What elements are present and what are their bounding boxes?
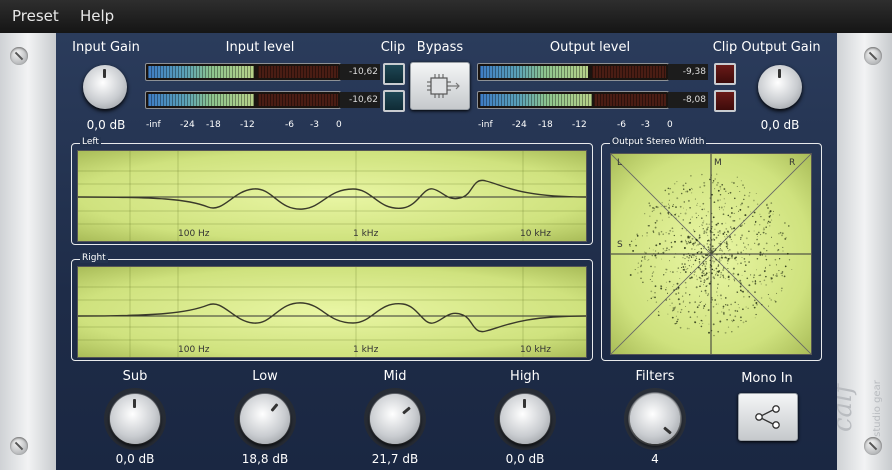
left-graph-frame: Left <box>71 137 593 245</box>
mid-value: 21,7 dB <box>371 452 419 466</box>
high-value: 0,0 dB <box>505 452 545 466</box>
scope-l: L <box>617 158 623 168</box>
input-level-label: Input level <box>225 40 295 55</box>
mid-knob[interactable] <box>370 394 420 444</box>
clip-led-output-left <box>714 63 736 85</box>
stereo-scope <box>610 153 812 355</box>
right-response-curve <box>77 267 587 357</box>
output-level-meter-left: -9,38 <box>477 63 708 81</box>
input-level-meter-left: -10,62 <box>145 63 380 81</box>
output-level-right-value: -8,08 <box>668 92 708 108</box>
input-level-right-value: -10,62 <box>340 92 380 108</box>
scope-m: M <box>714 158 722 168</box>
screw-icon <box>864 47 882 65</box>
right-graph-display: 100 Hz 1 kHz 10 kHz <box>77 266 587 358</box>
mono-in-label: Mono In <box>741 371 793 386</box>
menu-bar: Preset Help <box>0 0 892 33</box>
left-tick-100hz: 100 Hz <box>178 229 210 239</box>
high-knob[interactable] <box>500 394 550 444</box>
left-rail <box>0 33 56 470</box>
left-graph-display: 100 Hz 1 kHz 10 kHz <box>77 150 587 242</box>
right-graph-frame: Right <box>71 253 593 361</box>
output-level-meter-right: -8,08 <box>477 91 708 109</box>
input-gain-value: 0,0 dB <box>86 118 126 132</box>
left-graph-title: Left <box>80 137 101 147</box>
menu-preset[interactable]: Preset <box>12 7 59 25</box>
output-level-label: Output level <box>549 40 631 55</box>
right-tick-100hz: 100 Hz <box>178 345 210 355</box>
clip-led-input-right <box>383 90 405 112</box>
sub-value: 0,0 dB <box>115 452 155 466</box>
menu-help[interactable]: Help <box>80 7 115 25</box>
clip-input-label: Clip <box>380 40 406 55</box>
stereo-width-display: L M R S <box>610 153 812 355</box>
scope-s: S <box>617 240 623 250</box>
bypass-button[interactable] <box>410 62 470 110</box>
mono-in-button[interactable] <box>738 393 798 441</box>
left-tick-1khz: 1 kHz <box>353 229 379 239</box>
screw-icon <box>10 47 28 65</box>
input-level-meter-right: -10,62 <box>145 91 380 109</box>
stereo-width-title: Output Stereo Width <box>610 137 707 147</box>
screw-icon <box>864 437 882 455</box>
output-gain-knob[interactable] <box>758 65 802 109</box>
output-gain-value: 0,0 dB <box>760 118 800 132</box>
chip-icon <box>427 74 460 98</box>
scope-r: R <box>789 158 796 168</box>
clip-output-label: Clip <box>712 40 738 55</box>
clip-led-output-right <box>714 90 736 112</box>
right-tick-10khz: 10 kHz <box>520 345 552 355</box>
sub-knob[interactable] <box>110 394 160 444</box>
filters-knob[interactable] <box>630 394 680 444</box>
output-level-left-value: -9,38 <box>668 64 708 80</box>
right-graph-title: Right <box>80 253 108 263</box>
sub-label: Sub <box>122 369 148 384</box>
clip-led-input-left <box>383 63 405 85</box>
input-gain-knob[interactable] <box>83 65 127 109</box>
stereo-width-frame: Output Stereo Width <box>601 137 822 361</box>
input-gain-label: Input Gain <box>72 40 140 55</box>
bypass-label: Bypass <box>416 40 464 55</box>
input-level-left-value: -10,62 <box>340 64 380 80</box>
left-response-curve <box>77 151 587 241</box>
filters-value: 4 <box>651 452 659 466</box>
low-value: 18,8 dB <box>241 452 289 466</box>
screw-icon <box>10 437 28 455</box>
high-label: High <box>510 369 540 384</box>
mono-merge-icon <box>755 405 780 429</box>
low-knob[interactable] <box>240 394 290 444</box>
output-gain-label: Output Gain <box>741 40 821 55</box>
right-tick-1khz: 1 kHz <box>353 345 379 355</box>
mid-label: Mid <box>383 369 407 384</box>
brand-sub: studio gear <box>871 380 883 437</box>
right-rail: calf studio gear <box>828 33 892 470</box>
low-label: Low <box>252 369 278 384</box>
left-tick-10khz: 10 kHz <box>520 229 552 239</box>
filters-label: Filters <box>635 369 675 384</box>
